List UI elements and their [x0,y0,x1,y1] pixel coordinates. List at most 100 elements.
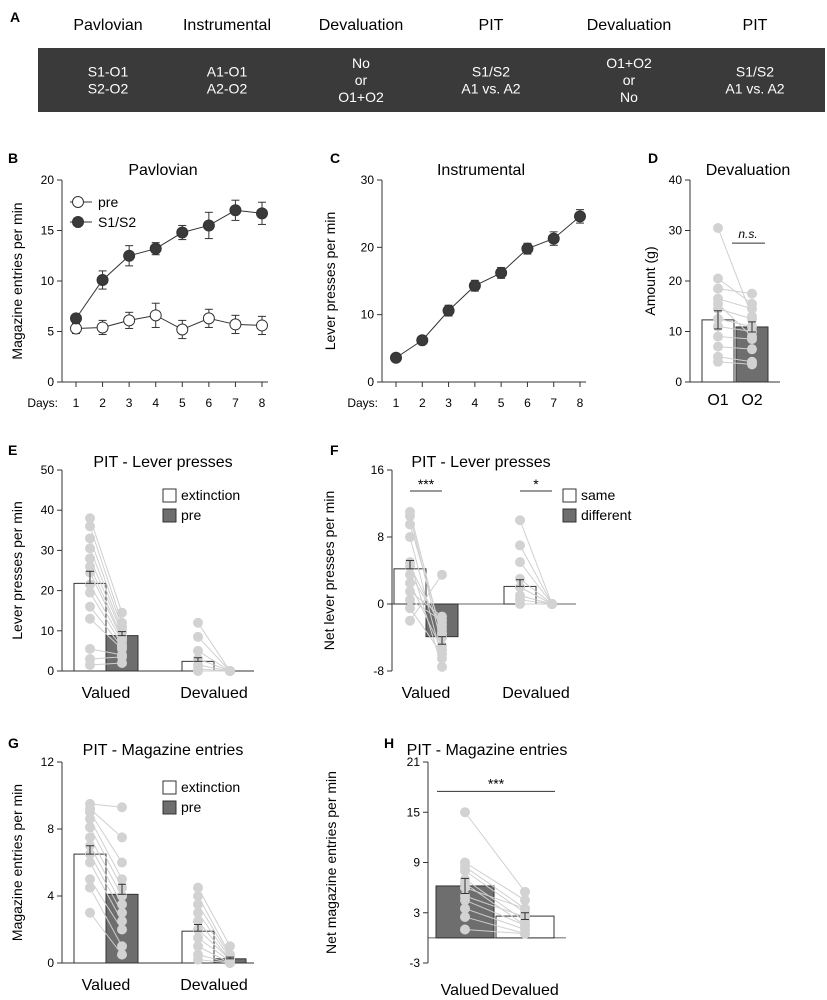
subject-point [515,599,525,609]
subject-line [519,595,553,605]
data-point-pre [123,314,136,327]
subject-line [89,827,123,888]
subject-line [89,606,123,648]
subject-point [460,903,470,914]
panel-e-pit-lever: E PIT - Lever presses Lever presses per mi… [8,442,254,702]
subject-point [117,832,127,843]
subject-line [717,288,753,295]
subject-point [85,613,95,624]
subject-point [437,649,447,660]
category-label: O2 [741,392,762,409]
subject-point [85,857,95,868]
subject-line [409,515,443,646]
subject-point [460,807,470,818]
subject-line [409,582,443,651]
panel-letter: F [330,442,339,458]
chart-title: Pavlovian [128,162,197,179]
significance-label: *** [418,476,435,492]
subject-line [519,578,553,605]
subject-line [89,887,123,947]
significance-label: n.s. [738,227,757,241]
y-tick-label: 30 [41,543,55,557]
subject-point [193,617,203,628]
subject-point [85,832,95,843]
subject-line [464,908,526,930]
y-tick-label: 30 [361,173,375,187]
design-box-5-line-0: S1/S2 [736,64,774,80]
y-tick-label: 10 [41,624,55,638]
data-point-lever [416,334,429,347]
subject-point [520,928,530,939]
subject-line [717,325,753,332]
x-tick-label: 8 [259,396,266,410]
data-point-S1/S2 [202,219,215,232]
subject-line [89,538,123,627]
y-tick-label: 8 [47,822,54,836]
subject-point [85,553,95,564]
subject-line [464,862,526,901]
subject-line [197,937,231,962]
design-title-5: PIT [743,17,768,34]
panel-letter: H [384,735,394,751]
subject-line [89,592,123,646]
subject-point [515,573,525,584]
subject-line [717,336,753,340]
y-tick-label: 20 [41,173,55,187]
panel-letter-a: A [10,9,20,25]
subject-line [89,572,123,640]
subject-point [713,341,723,352]
subject-line [717,318,753,327]
subject-point [193,631,203,642]
significance-label: * [533,476,539,492]
data-point-lever [547,232,560,245]
subject-line [519,520,553,605]
y-tick-label: 20 [41,584,55,598]
subject-point [460,924,470,935]
data-point-S1/S2 [123,249,136,262]
y-axis-label: Magazine entries per min [9,202,25,359]
subject-point [747,303,757,314]
design-box-5 [685,48,825,112]
design-box-0 [38,48,178,112]
subject-line [89,862,123,922]
x-tick-label: 1 [393,396,400,410]
design-box-1-line-1: A2-O2 [207,81,248,97]
subject-point [515,582,525,593]
chart-title: Devaluation [706,162,791,179]
subject-line [464,878,526,922]
subject-line [197,895,231,955]
design-box-0-line-1: S2-O2 [88,81,129,97]
subject-line [464,811,526,893]
subject-point [460,895,470,906]
subject-point [117,657,127,668]
subject-point [193,954,203,965]
subject-line [197,912,231,959]
y-tick-label: 20 [669,274,683,288]
legend-swatch [162,508,177,523]
subject-point [117,907,127,918]
subject-point [225,958,235,968]
subject-line [197,945,231,964]
subject-line [409,599,443,622]
subject-point [85,521,95,532]
subject-point [547,599,557,609]
y-tick-label: 8 [377,530,384,544]
subject-point [405,586,415,597]
x-axis-label: Days: [347,396,378,410]
chart-title: PIT - Magazine entries [407,742,568,759]
panel-letter: C [330,150,340,166]
subject-line [89,811,123,863]
subject-line [464,929,526,935]
group-label: Valued [82,977,131,994]
x-tick-label: 6 [206,396,213,410]
subject-line [89,656,123,660]
design-box-1 [157,48,297,112]
data-point-pre [229,318,242,331]
x-tick-label: 7 [550,396,557,410]
category-label: Valued [441,982,490,999]
subject-point [437,615,447,626]
subject-line [89,548,123,631]
y-tick-label: 0 [377,597,384,611]
subject-point [85,874,95,885]
